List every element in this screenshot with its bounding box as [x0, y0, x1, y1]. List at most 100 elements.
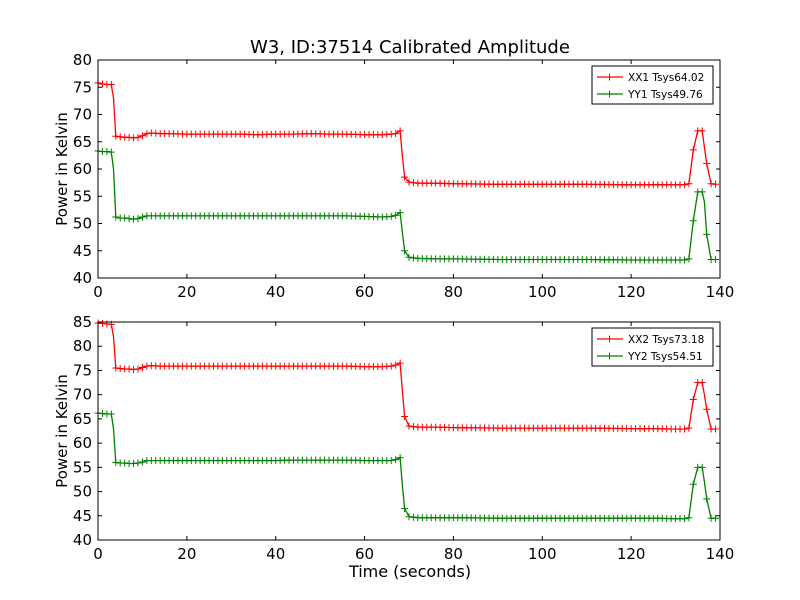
data-point-marker — [392, 456, 400, 464]
x-tick-label: 120 — [617, 545, 646, 563]
x-tick-label: 60 — [355, 283, 374, 301]
data-point-marker — [387, 212, 395, 220]
data-point-marker — [134, 215, 142, 223]
data-point-marker — [680, 425, 688, 433]
data-point-marker — [703, 495, 711, 503]
data-point-marker — [401, 412, 409, 420]
data-point-marker — [405, 178, 413, 186]
data-point-marker — [396, 209, 404, 217]
series-xx — [94, 319, 720, 433]
y-tick-label: 40 — [73, 269, 92, 287]
y-tick-label: 65 — [73, 410, 92, 428]
data-point-marker — [680, 515, 688, 523]
plot-frame — [97, 321, 721, 541]
data-point-marker — [112, 213, 120, 221]
y-tick-label: 45 — [73, 507, 92, 525]
data-point-marker — [698, 188, 706, 196]
data-point-marker — [409, 179, 417, 187]
data-point-marker — [689, 146, 697, 154]
y-axis-label: Power in Kelvin — [53, 374, 71, 488]
data-point-marker — [401, 505, 409, 513]
y-tick-label: 60 — [73, 160, 92, 178]
data-point-marker — [134, 365, 142, 373]
data-point-marker — [401, 173, 409, 181]
data-point-marker — [112, 132, 120, 140]
series-yy — [94, 147, 720, 264]
data-point-marker — [138, 132, 146, 140]
data-point-marker — [125, 133, 133, 141]
x-tick-label: 100 — [528, 545, 557, 563]
data-point-marker — [138, 458, 146, 466]
series-xx — [94, 79, 720, 189]
legend-label: YY1 Tsys49.76 — [627, 89, 703, 101]
bottom-plot: 0 20 40 60 80 100 120 140 40 45 50 55 60 65 70 75 80 85 Po… — [53, 313, 734, 563]
data-point-marker — [107, 410, 115, 418]
data-point-marker — [396, 127, 404, 135]
y-tick-label: 45 — [73, 242, 92, 260]
x-tick-label: 140 — [706, 545, 735, 563]
data-point-marker — [134, 133, 142, 141]
x-tick-label: 80 — [444, 545, 463, 563]
legend: XX1 Tsys64.02 YY1 Tsys49.76 — [591, 65, 714, 105]
y-tick-label: 55 — [73, 458, 92, 476]
data-point-marker — [107, 81, 115, 89]
data-point-marker — [703, 405, 711, 413]
data-point-marker — [712, 180, 720, 188]
data-point-marker — [712, 514, 720, 522]
x-tick-label: 140 — [706, 283, 735, 301]
y-tick-label: 50 — [73, 483, 92, 501]
data-point-marker — [103, 148, 111, 156]
x-tick-label: 60 — [355, 545, 374, 563]
legend-label: YY2 Tsys54.51 — [627, 351, 703, 363]
data-point-marker — [130, 134, 138, 142]
data-point-marker — [401, 247, 409, 255]
x-axis-label: Time (seconds) — [348, 562, 471, 581]
top-plot: 0 20 40 60 80 100 120 140 40 45 50 55 60 65 70 75 80 Powe… — [53, 51, 734, 301]
x-tick-label: 80 — [444, 283, 463, 301]
data-point-marker — [680, 181, 688, 189]
data-point-marker — [98, 80, 106, 88]
data-point-marker — [703, 230, 711, 238]
x-tick-label: 40 — [266, 283, 285, 301]
data-point-marker — [387, 457, 395, 465]
y-tick-label: 50 — [73, 215, 92, 233]
data-point-marker — [698, 127, 706, 135]
data-point-marker — [685, 514, 693, 522]
data-point-marker — [392, 361, 400, 369]
data-point-marker — [405, 253, 413, 261]
y-tick-label: 75 — [73, 78, 92, 96]
data-point-marker — [707, 180, 715, 188]
y-tick-label: 70 — [73, 106, 92, 124]
x-tick-label: 20 — [177, 545, 196, 563]
data-point-marker — [143, 130, 151, 138]
x-tick-label: 120 — [617, 283, 646, 301]
y-tick-label: 65 — [73, 133, 92, 151]
y-tick-label: 80 — [73, 337, 92, 355]
legend-marker — [606, 73, 613, 81]
data-point-marker — [130, 215, 138, 223]
data-point-marker — [138, 364, 146, 372]
data-point-marker — [392, 130, 400, 138]
y-axis-label: Power in Kelvin — [53, 112, 71, 226]
data-point-marker — [689, 217, 697, 225]
y-tick-label: 55 — [73, 187, 92, 205]
y-tick-label: 60 — [73, 434, 92, 452]
data-point-marker — [689, 396, 697, 404]
x-tick-label: 40 — [266, 545, 285, 563]
x-tick-label: 0 — [93, 545, 103, 563]
legend-box — [591, 327, 714, 367]
data-point-marker — [698, 463, 706, 471]
y-tick-label: 80 — [73, 51, 92, 69]
data-point-marker — [121, 214, 129, 222]
legend-marker — [606, 352, 613, 360]
y-tick-label: 85 — [73, 313, 92, 331]
data-point-marker — [409, 254, 417, 262]
y-tick-label: 75 — [73, 361, 92, 379]
legend-marker — [606, 90, 613, 98]
y-tick-label: 70 — [73, 386, 92, 404]
series-yy — [94, 409, 720, 523]
x-tick-label: 0 — [93, 283, 103, 301]
x-tick-label: 20 — [177, 283, 196, 301]
data-point-marker — [392, 211, 400, 219]
